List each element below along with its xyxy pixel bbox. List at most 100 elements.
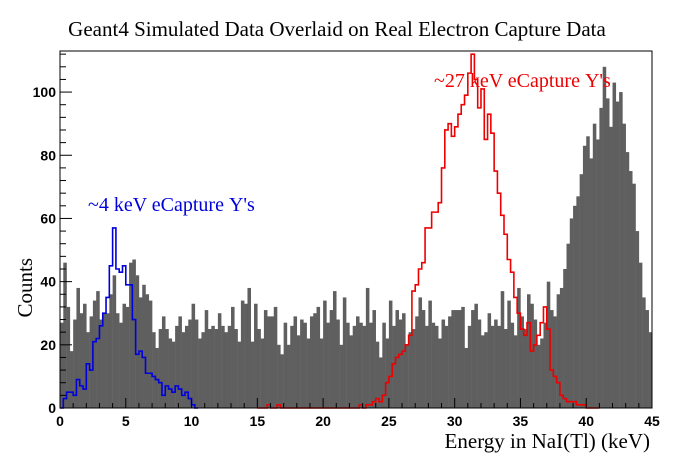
data-bar	[566, 243, 571, 408]
y-tick-label: 0	[48, 400, 56, 416]
data-bar	[132, 259, 136, 408]
series-4kev-line	[60, 227, 199, 409]
data-bar	[645, 310, 649, 408]
x-axis: 0 5 10 15 20 25 30 35 40 45	[56, 398, 660, 429]
data-bar	[398, 319, 403, 408]
data-bar	[342, 297, 347, 408]
data-bar	[336, 319, 340, 408]
x-tick-label: 30	[447, 413, 463, 429]
data-bar	[523, 329, 528, 408]
x-tick-label: 20	[315, 413, 331, 429]
data-bar	[576, 196, 580, 408]
data-bar	[411, 329, 416, 408]
data-bar	[346, 322, 350, 408]
data-bar	[372, 310, 376, 408]
data-bar	[158, 329, 163, 408]
y-axis-label: Counts	[13, 258, 37, 318]
data-bar	[211, 325, 215, 408]
data-bar	[69, 351, 74, 408]
data-bar	[204, 310, 209, 408]
data-bar	[579, 174, 584, 408]
data-bar	[638, 262, 643, 408]
data-bar	[198, 338, 202, 408]
data-bar	[622, 123, 626, 408]
data-bar	[477, 319, 482, 408]
data-bar	[188, 319, 192, 408]
data-bar	[349, 335, 353, 408]
data-bar	[438, 338, 442, 408]
data-bar	[497, 325, 501, 408]
data-bar	[382, 322, 386, 408]
data-bar	[155, 347, 159, 408]
data-bar	[250, 341, 255, 408]
data-bar	[480, 335, 485, 408]
data-bar	[323, 300, 327, 408]
data-bar	[122, 303, 127, 408]
data-bar	[500, 291, 505, 408]
data-bar	[648, 332, 653, 408]
data-bar	[362, 325, 367, 408]
x-tick-label: 40	[578, 413, 594, 429]
data-bar	[138, 297, 143, 408]
data-bar	[569, 218, 574, 408]
data-bar	[92, 300, 97, 408]
data-bar	[589, 158, 594, 408]
data-bar	[244, 303, 248, 408]
data-bar	[484, 332, 488, 408]
data-bar	[286, 344, 291, 408]
data-bar	[224, 332, 228, 408]
y-tick-label: 60	[40, 210, 56, 226]
data-bar	[375, 341, 380, 408]
data-bar	[332, 291, 337, 408]
data-bar	[119, 322, 123, 408]
data-bar	[96, 291, 100, 408]
data-bar	[632, 183, 636, 408]
data-bar	[527, 294, 531, 408]
data-bar	[596, 139, 600, 408]
data-bar	[530, 303, 534, 408]
data-bar	[161, 316, 166, 408]
data-bar	[313, 313, 317, 408]
data-bar	[550, 310, 554, 408]
y-tick-label: 100	[33, 84, 57, 100]
data-bar	[418, 297, 423, 408]
data-bar	[546, 281, 551, 408]
data-bar	[474, 303, 478, 408]
data-bar	[240, 300, 245, 408]
data-bar	[63, 262, 67, 408]
data-bar	[306, 338, 311, 408]
data-bar	[365, 287, 370, 408]
data-bar	[257, 329, 261, 408]
data-bar	[582, 145, 587, 408]
data-bar	[395, 310, 400, 408]
data-bar	[451, 310, 455, 408]
data-bar	[60, 322, 64, 408]
data-bar	[280, 354, 284, 408]
data-bar	[73, 319, 77, 408]
data-bar	[234, 329, 238, 408]
x-tick-label: 25	[381, 413, 397, 429]
data-bar	[494, 319, 498, 408]
data-bar	[89, 316, 94, 408]
data-bar	[421, 310, 426, 408]
data-bar	[293, 316, 298, 408]
data-bar	[431, 322, 436, 408]
data-bar	[339, 344, 344, 408]
data-bar	[102, 313, 107, 408]
data-bar	[457, 310, 462, 408]
data-bar	[194, 319, 199, 408]
data-bar	[66, 306, 71, 408]
data-bar	[428, 300, 432, 408]
data-bar	[454, 310, 459, 408]
data-bar	[135, 275, 140, 408]
data-bar	[553, 316, 557, 408]
data-bar	[260, 338, 265, 408]
x-tick-label: 10	[184, 413, 200, 429]
data-bar	[448, 316, 452, 408]
data-bar	[402, 313, 406, 408]
data-bar	[106, 313, 110, 408]
data-bar	[125, 306, 130, 408]
data-bar	[441, 319, 446, 408]
data-bar	[408, 332, 413, 408]
